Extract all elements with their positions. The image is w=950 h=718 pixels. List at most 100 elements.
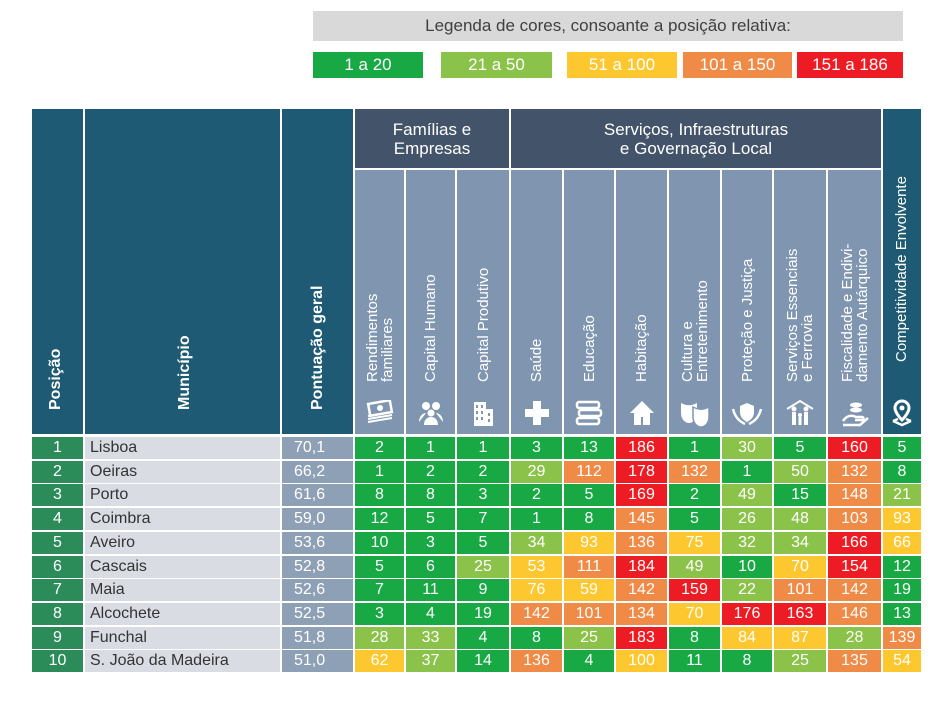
cell-posicao: 10 bbox=[32, 650, 83, 672]
cell-value: 142 bbox=[511, 603, 562, 625]
cell-value: 8 bbox=[511, 627, 562, 649]
cell-value: 7 bbox=[457, 508, 509, 530]
cell-competitividade: 93 bbox=[883, 508, 921, 530]
subheader-label: Capital Humano bbox=[422, 274, 439, 382]
subheader-label-line1: Saúde bbox=[528, 338, 545, 382]
cell-value: 176 bbox=[722, 603, 772, 625]
cell-value: 28 bbox=[828, 627, 881, 649]
cell-competitividade: 12 bbox=[883, 556, 921, 578]
cell-value: 12 bbox=[355, 508, 404, 530]
cell-municipio: Coimbra bbox=[85, 508, 280, 530]
map-pin-icon bbox=[883, 398, 921, 428]
cell-value: 5 bbox=[774, 437, 826, 459]
cell-value: 34 bbox=[511, 532, 562, 554]
cell-value: 34 bbox=[774, 532, 826, 554]
cell-value: 49 bbox=[669, 556, 720, 578]
cell-municipio: Alcochete bbox=[85, 603, 280, 625]
cell-value: 22 bbox=[722, 579, 772, 601]
subheader-9: Serviços Essenciais e Ferrovia bbox=[774, 170, 826, 434]
subheader-4: Saúde bbox=[511, 170, 562, 434]
cell-value: 5 bbox=[457, 532, 509, 554]
cell-municipio: Oeiras bbox=[85, 461, 280, 483]
cell-value: 1 bbox=[457, 437, 509, 459]
cell-value: 8 bbox=[722, 650, 772, 672]
cell-value: 169 bbox=[616, 484, 667, 506]
cell-value: 1 bbox=[355, 461, 404, 483]
cell-pontuacao: 51,8 bbox=[282, 627, 353, 649]
cell-value: 30 bbox=[722, 437, 772, 459]
cell-value: 37 bbox=[406, 650, 455, 672]
cell-value: 28 bbox=[355, 627, 404, 649]
cell-pontuacao: 53,6 bbox=[282, 532, 353, 554]
cell-municipio: S. João da Madeira bbox=[85, 650, 280, 672]
cell-competitividade: 8 bbox=[883, 461, 921, 483]
subheader-5: Educação bbox=[564, 170, 614, 434]
cell-posicao: 3 bbox=[32, 484, 83, 506]
cell-value: 14 bbox=[457, 650, 509, 672]
cell-value: 32 bbox=[722, 532, 772, 554]
subheader-label-line1: Habitação bbox=[633, 314, 650, 382]
cell-value: 101 bbox=[774, 579, 826, 601]
subheader-6: Habitação bbox=[616, 170, 667, 434]
cell-value: 2 bbox=[355, 437, 404, 459]
cell-value: 15 bbox=[774, 484, 826, 506]
cell-value: 134 bbox=[616, 603, 667, 625]
subheader-label-line1: Serviços Essenciais bbox=[784, 248, 801, 382]
health-cross-icon bbox=[511, 398, 562, 428]
cell-value: 25 bbox=[564, 627, 614, 649]
cell-value: 62 bbox=[355, 650, 404, 672]
cell-value: 49 bbox=[722, 484, 772, 506]
subheader-label: Capital Produtivo bbox=[475, 268, 492, 382]
subheader-10: Fiscalidade e Endivi-damento Autárquico bbox=[828, 170, 881, 434]
cell-pontuacao: 61,6 bbox=[282, 484, 353, 506]
cell-competitividade: 21 bbox=[883, 484, 921, 506]
cell-posicao: 8 bbox=[32, 603, 83, 625]
legend-item-51-100: 51 a 100 bbox=[567, 52, 677, 78]
cell-value: 132 bbox=[828, 461, 881, 483]
cell-value: 4 bbox=[406, 603, 455, 625]
cell-municipio: Maia bbox=[85, 579, 280, 601]
cell-municipio: Funchal bbox=[85, 627, 280, 649]
header-pontuacao: Pontuação geral bbox=[282, 109, 353, 434]
cell-competitividade: 54 bbox=[883, 650, 921, 672]
subheader-8: Proteção e Justiça bbox=[722, 170, 772, 434]
cell-value: 25 bbox=[774, 650, 826, 672]
cell-value: 87 bbox=[774, 627, 826, 649]
legend-item-101-150: 101 a 150 bbox=[683, 52, 792, 78]
cell-value: 26 bbox=[722, 508, 772, 530]
cell-value: 4 bbox=[457, 627, 509, 649]
shield-hands-icon bbox=[722, 398, 772, 428]
cell-value: 166 bbox=[828, 532, 881, 554]
cell-value: 11 bbox=[669, 650, 720, 672]
cell-value: 146 bbox=[828, 603, 881, 625]
cell-municipio: Lisboa bbox=[85, 437, 280, 459]
cell-competitividade: 13 bbox=[883, 603, 921, 625]
people-icon bbox=[406, 398, 455, 428]
subheader-label: Rendimentos familiares bbox=[364, 294, 396, 382]
header-group-servicos-line1: Serviços, Infraestruturas bbox=[603, 119, 789, 139]
cell-value: 5 bbox=[406, 508, 455, 530]
legend-item-1-20: 1 a 20 bbox=[313, 52, 423, 78]
cell-value: 8 bbox=[355, 484, 404, 506]
cell-posicao: 2 bbox=[32, 461, 83, 483]
books-icon bbox=[564, 398, 614, 428]
header-municipio: Município bbox=[85, 109, 280, 434]
cell-posicao: 5 bbox=[32, 532, 83, 554]
cell-value: 4 bbox=[564, 650, 614, 672]
cell-pontuacao: 52,5 bbox=[282, 603, 353, 625]
subheader-1: Rendimentos familiares bbox=[355, 170, 404, 434]
subheader-label: Proteção e Justiça bbox=[739, 259, 756, 382]
subheader-label: Saúde bbox=[528, 338, 545, 382]
cell-value: 148 bbox=[828, 484, 881, 506]
building-icon bbox=[457, 398, 509, 428]
subheader-label-line2: Entretenimento bbox=[694, 280, 711, 382]
cell-competitividade: 66 bbox=[883, 532, 921, 554]
cell-posicao: 7 bbox=[32, 579, 83, 601]
cell-value: 59 bbox=[564, 579, 614, 601]
money-stack-icon bbox=[355, 398, 404, 428]
theater-masks-icon bbox=[669, 398, 720, 428]
cell-value: 5 bbox=[564, 484, 614, 506]
cell-competitividade: 5 bbox=[883, 437, 921, 459]
legend-title: Legenda de cores, consoante a posição re… bbox=[313, 11, 903, 41]
cell-municipio: Porto bbox=[85, 484, 280, 506]
